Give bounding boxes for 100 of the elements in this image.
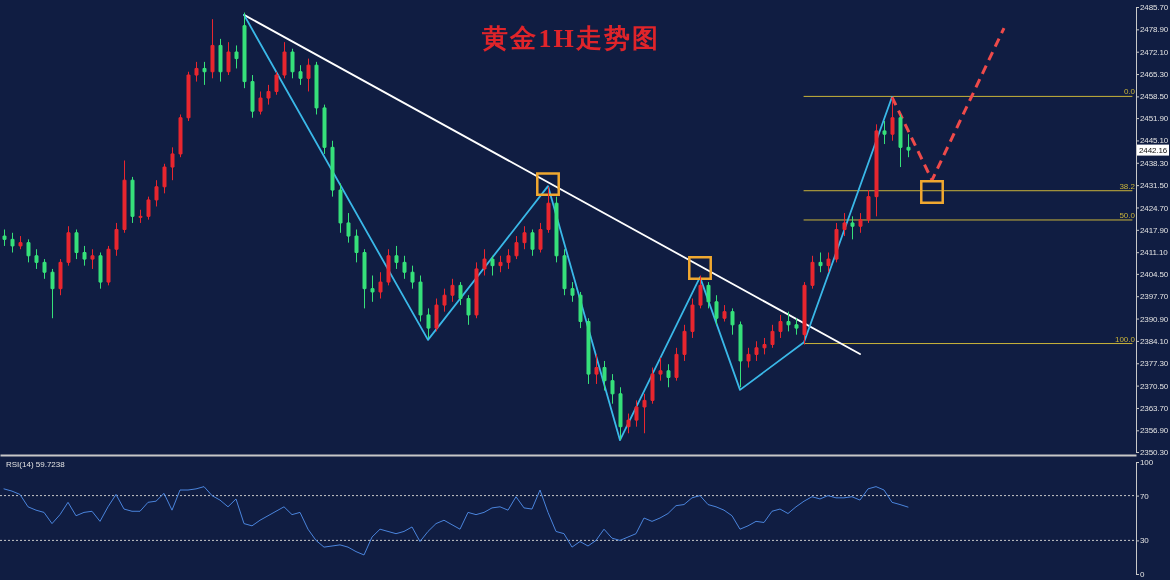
y-tick-label: 2384.10 xyxy=(1140,336,1169,346)
candlestick xyxy=(154,179,159,207)
candlestick xyxy=(266,84,271,106)
candlestick xyxy=(346,212,351,244)
point xyxy=(536,172,560,197)
candlestick xyxy=(66,225,71,267)
y-tick-label: 2431.50 xyxy=(1140,181,1169,191)
y-tick-label: 100 xyxy=(1140,458,1154,468)
candlestick xyxy=(234,44,239,69)
candlestick xyxy=(706,281,711,309)
y-tick-label: 2424.70 xyxy=(1140,203,1169,213)
candlestick xyxy=(2,229,7,247)
candlestick xyxy=(130,176,135,224)
y-tick-label: 2390.90 xyxy=(1140,314,1169,324)
candlestick xyxy=(434,298,439,332)
candlestick xyxy=(58,258,63,296)
candlestick xyxy=(762,337,767,355)
candlestick xyxy=(90,248,95,270)
candlestick xyxy=(738,321,743,388)
candlestick xyxy=(18,235,23,250)
candlestick xyxy=(626,413,631,434)
y-tick-label: 2363.70 xyxy=(1140,404,1169,414)
candlestick xyxy=(826,252,831,273)
candlestick xyxy=(474,261,479,319)
candlestick xyxy=(82,245,87,267)
candlestick xyxy=(754,340,759,362)
candlestick xyxy=(858,212,863,234)
candlestick xyxy=(874,123,879,217)
candlestick xyxy=(50,268,55,319)
y-tick-label: 2377.30 xyxy=(1140,359,1169,369)
candlestick xyxy=(890,97,895,142)
candlestick xyxy=(26,238,31,263)
candlestick xyxy=(210,18,215,79)
candlestick xyxy=(194,61,199,83)
candlestick xyxy=(290,48,295,79)
candlestick xyxy=(186,71,191,122)
candlestick xyxy=(898,113,903,168)
y-tick-label: 2451.90 xyxy=(1140,114,1169,124)
candlestick xyxy=(586,317,591,385)
candlestick xyxy=(530,229,535,257)
candlestick xyxy=(306,58,311,92)
candlestick xyxy=(650,367,655,405)
candlestick xyxy=(226,41,231,76)
candlestick xyxy=(402,255,407,280)
candlestick xyxy=(506,248,511,270)
candlestick xyxy=(682,324,687,362)
candlestick xyxy=(74,229,79,260)
candlestick xyxy=(138,209,143,224)
candlestick xyxy=(634,399,639,428)
candlestick xyxy=(770,324,775,349)
candlestick xyxy=(322,104,327,155)
candlestick xyxy=(562,248,567,296)
line-series xyxy=(3,486,909,556)
candlestick xyxy=(410,265,415,290)
y-tick-label: 2411.10 xyxy=(1140,248,1169,258)
candlestick xyxy=(426,307,431,339)
y-tick-label: 2485.70 xyxy=(1140,3,1169,13)
candlestick xyxy=(162,163,167,194)
candlestick xyxy=(834,222,839,263)
candlestick xyxy=(658,357,663,382)
candlestick xyxy=(370,275,375,303)
candlestick xyxy=(442,288,447,313)
candlestick xyxy=(730,307,735,336)
candlestick xyxy=(778,314,783,339)
y-tick-label: 2478.90 xyxy=(1140,25,1169,35)
candlestick xyxy=(850,215,855,240)
text: 黄金1H走势图 xyxy=(481,24,660,53)
candlestick xyxy=(490,255,495,277)
y-tick-label: 2404.50 xyxy=(1140,269,1169,279)
candlestick xyxy=(498,255,503,273)
candlestick xyxy=(554,196,559,263)
y-tick-label: 30 xyxy=(1140,536,1150,546)
chart-title: RSI(14) 59.7238 xyxy=(6,460,66,469)
candlestick xyxy=(98,252,103,290)
y-tick-label: 2465.30 xyxy=(1140,70,1169,80)
y-tick-label: 70 xyxy=(1140,491,1150,501)
candlestick xyxy=(362,248,367,309)
candlestick xyxy=(218,38,223,83)
candlestick xyxy=(618,386,623,441)
y-tick-label: 0 xyxy=(1140,570,1145,580)
candlestick xyxy=(794,317,799,336)
y-tick-label: 2445.10 xyxy=(1140,136,1169,146)
candlestick xyxy=(458,281,463,306)
candlestick xyxy=(570,281,575,303)
candlestick xyxy=(106,245,111,286)
series-label: 50.0 xyxy=(1119,210,1136,220)
candlestick xyxy=(610,373,615,405)
y-tick-label: 2350.30 xyxy=(1140,448,1169,458)
candlestick xyxy=(786,311,791,332)
candlestick xyxy=(178,113,183,158)
candlestick xyxy=(282,41,287,79)
candlestick xyxy=(482,248,487,277)
candlestick xyxy=(146,196,151,221)
candlestick xyxy=(594,353,599,385)
candlestick xyxy=(42,258,47,280)
candlestick xyxy=(314,61,319,115)
candlestick xyxy=(258,90,263,115)
candlestick xyxy=(866,189,871,224)
point xyxy=(688,255,712,280)
candlestick xyxy=(386,248,391,286)
